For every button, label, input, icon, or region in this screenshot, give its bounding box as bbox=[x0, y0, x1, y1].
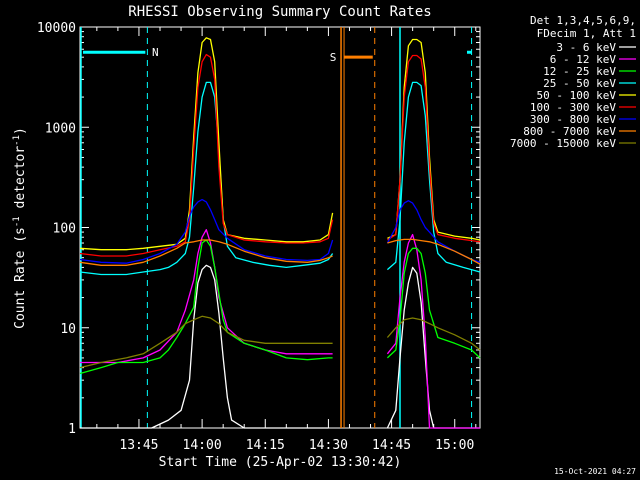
series-line-5-segment-2 bbox=[387, 38, 481, 241]
legend-label: 50 - 100 keV bbox=[537, 89, 617, 102]
series-line-4-segment-1 bbox=[79, 81, 334, 276]
legend-label: 7000 - 15000 keV bbox=[510, 137, 616, 150]
y-axis-title-sup-2: -1 bbox=[12, 135, 22, 146]
series-layer bbox=[79, 37, 481, 429]
legend-label: 3 - 6 keV bbox=[556, 41, 616, 54]
y-axis-title-sup-1: -1 bbox=[12, 216, 22, 227]
series-line-8-segment-2 bbox=[387, 238, 481, 265]
y-tick-label: 100 bbox=[53, 222, 76, 237]
series-line-4-segment-2 bbox=[386, 81, 481, 273]
legend-label: 800 - 7000 keV bbox=[523, 125, 616, 138]
x-tick-label: 14:45 bbox=[372, 438, 411, 453]
series-line-3-segment-2 bbox=[386, 247, 481, 359]
series-line-5-segment-1 bbox=[79, 37, 334, 251]
y-tick-label: 1 bbox=[68, 422, 76, 437]
chart-title: RHESSI Observing Summary Count Rates bbox=[128, 4, 431, 20]
x-tick-label: 15:00 bbox=[435, 438, 474, 453]
legend-header-line-1: Det 1,3,4,5,6,9, bbox=[530, 14, 636, 27]
y-tick-label: 10 bbox=[60, 322, 76, 337]
plot-frame bbox=[79, 26, 481, 429]
series-line-1-segment-1 bbox=[80, 264, 329, 429]
series-line-6-segment-1 bbox=[79, 53, 334, 257]
x-tick-label: 13:45 bbox=[119, 438, 158, 453]
legend-label: 100 - 300 keV bbox=[530, 101, 616, 114]
legend: Det 1,3,4,5,6,9, FDecim 1, Att 1 3 - 6 k… bbox=[510, 14, 636, 150]
legend-label: 6 - 12 keV bbox=[550, 53, 617, 66]
legend-label: 12 - 25 keV bbox=[543, 65, 616, 78]
series-line-9-segment-2 bbox=[386, 317, 481, 351]
series-line-2-segment-1 bbox=[80, 229, 333, 364]
legend-label: 300 - 800 keV bbox=[530, 113, 616, 126]
marker-layer: SN bbox=[80, 27, 473, 428]
night-label: N bbox=[152, 46, 159, 59]
timestamp: 15-Oct-2021 04:27 bbox=[554, 467, 636, 476]
series-line-6-segment-2 bbox=[387, 54, 481, 243]
legend-header-line-2: FDecim 1, Att 1 bbox=[537, 27, 636, 40]
y-axis-title: Count Rate (s-1 detector-1) bbox=[12, 127, 28, 329]
y-axis-title-part-1: Count Rate (s bbox=[13, 227, 28, 329]
x-tick-label: 14:15 bbox=[246, 438, 285, 453]
y-axis: 1 10 100 1000 10000 bbox=[37, 21, 480, 437]
x-axis-title: Start Time (25-Apr-02 13:30:42) bbox=[159, 455, 402, 470]
series-line-8-segment-1 bbox=[79, 239, 333, 266]
y-axis-title-part-3: ) bbox=[13, 127, 28, 135]
x-tick-label: 14:00 bbox=[183, 438, 222, 453]
series-line-7-segment-1 bbox=[79, 198, 334, 264]
y-axis-title-part-2: detector bbox=[13, 146, 28, 217]
legend-label: 25 - 50 keV bbox=[543, 77, 616, 90]
series-line-1-segment-2 bbox=[386, 266, 480, 429]
series-line-2-segment-2 bbox=[386, 233, 480, 429]
saa-label: S bbox=[330, 51, 337, 64]
x-axis: 13:45 14:00 14:15 14:30 14:45 15:00 bbox=[96, 27, 477, 453]
series-line-9-segment-1 bbox=[79, 315, 333, 369]
x-tick-label: 14:30 bbox=[309, 438, 348, 453]
y-tick-label: 1000 bbox=[45, 121, 76, 136]
y-tick-label: 10000 bbox=[37, 21, 76, 36]
